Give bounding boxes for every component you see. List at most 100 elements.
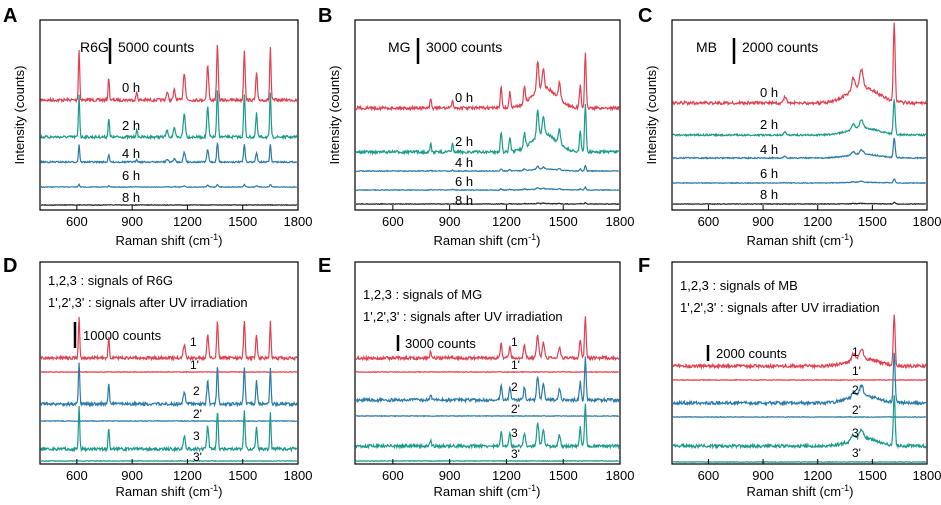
panel-c: C Intensity (counts) MB 2000 counts 0 h … — [638, 5, 941, 248]
panel-d-label-1p: 1' — [190, 358, 199, 372]
panel-b-label-0h: 0 h — [455, 90, 473, 105]
series-line-e-3p — [355, 459, 619, 463]
series-line-d-3 — [40, 405, 298, 453]
panel-d-label-2: 2 — [193, 384, 200, 398]
series-line-a-0h — [40, 44, 298, 104]
panel-a-frame — [39, 19, 299, 211]
x-tick-label: 900 — [752, 214, 774, 229]
series-line-e-1 — [355, 316, 620, 362]
series-line-d-3p — [40, 459, 298, 463]
panel-d-legend-1: 1,2,3 : signals of R6G — [48, 273, 173, 288]
panel-b-frame — [354, 19, 621, 211]
x-tick-label: 600 — [66, 214, 88, 229]
x-tick-label: 1500 — [228, 468, 257, 483]
panel-f: F 1,2,3 : signals of MB 1',2',3' : signa… — [638, 255, 941, 499]
x-tick-label: 1200 — [492, 214, 521, 229]
x-tick-label: 900 — [121, 214, 143, 229]
panel-b-dye-label: MG — [388, 39, 411, 55]
series-line-e-2 — [355, 356, 620, 404]
x-tick-label: 900 — [752, 468, 774, 483]
x-tick-label: 1500 — [549, 468, 578, 483]
panel-f-label-3p: 3' — [852, 446, 861, 460]
panel-e-label-3p: 3' — [511, 447, 520, 461]
panel-b-scale-label: 3000 counts — [426, 39, 502, 55]
panel-c-label-6h: 6 h — [760, 166, 778, 181]
panel-e-legend-2: 1',2',3' : signals after UV irradiation — [363, 309, 563, 324]
panel-f-xlabel: Raman shift (cm-1) — [747, 483, 854, 499]
series-line-c-2h — [672, 99, 927, 138]
x-tick-label: 600 — [66, 468, 88, 483]
panel-b-label-6h: 6 h — [455, 174, 473, 189]
x-tick-label: 1200 — [173, 468, 202, 483]
x-tick-label: 600 — [698, 214, 720, 229]
x-tick-label: 1200 — [803, 214, 832, 229]
panel-f-scale-label: 2000 counts — [716, 346, 787, 361]
panel-d-letter: D — [3, 255, 17, 277]
panel-d-label-1: 1 — [190, 335, 197, 349]
panel-f-label-3: 3 — [852, 426, 859, 440]
x-tick-label: 1800 — [606, 468, 635, 483]
panel-c-xlabel: Raman shift (cm-1) — [747, 232, 854, 248]
panel-c-label-8h: 8 h — [760, 187, 778, 202]
panel-d-frame — [39, 261, 299, 465]
panel-f-legend-1: 1,2,3 : signals of MB — [680, 278, 798, 293]
x-tick-label: 1200 — [803, 468, 832, 483]
x-tick-label: 1500 — [549, 214, 578, 229]
panel-b-xlabel: Raman shift (cm-1) — [434, 232, 541, 248]
x-tick-label: 900 — [121, 468, 143, 483]
x-tick-label: 1800 — [606, 214, 635, 229]
panel-c-dye-label: MB — [696, 39, 717, 55]
series-line-d-2p — [40, 419, 298, 423]
series-line-b-4h — [355, 164, 619, 173]
panel-b-ylabel: Intensity (counts) — [327, 66, 342, 165]
series-line-d-2 — [40, 362, 298, 408]
panel-d: D 1,2,3 : signals of R6G 1',2',3' : sign… — [3, 255, 312, 499]
series-line-c-8h — [672, 201, 926, 206]
panel-a: A Intensity (counts) R6G 5000 counts 0 h… — [3, 5, 312, 248]
x-tick-label: 900 — [439, 214, 461, 229]
series-line-c-4h — [672, 137, 927, 160]
x-tick-label: 600 — [382, 214, 404, 229]
series-line-a-4h — [40, 141, 298, 165]
panel-d-label-2p: 2' — [193, 407, 202, 421]
panel-a-xlabel: Raman shift (cm-1) — [116, 232, 223, 248]
panel-c-label-2h: 2 h — [760, 117, 778, 132]
series-line-c-0h — [672, 22, 927, 107]
panel-e-label-1: 1 — [511, 335, 518, 349]
panel-e-scale-label: 3000 counts — [405, 336, 476, 351]
x-tick-label: 900 — [439, 468, 461, 483]
panel-a-letter: A — [3, 5, 17, 27]
x-tick-label: 1800 — [913, 468, 941, 483]
series-line-f-1 — [672, 314, 927, 370]
x-tick-label: 600 — [382, 468, 404, 483]
panel-f-label-2: 2 — [852, 383, 859, 397]
series-line-c-6h — [672, 178, 927, 185]
panel-f-label-1: 1 — [852, 345, 859, 359]
panel-b-letter: B — [318, 5, 332, 27]
panel-c-ylabel: Intensity (counts) — [644, 66, 659, 165]
series-line-a-8h — [40, 203, 298, 207]
panel-c-frame — [671, 19, 928, 211]
panel-e-label-2: 2 — [511, 380, 518, 394]
panel-a-scale-label: 5000 counts — [118, 39, 194, 55]
panel-b: B Intensity (counts) MG 3000 counts 0 h … — [318, 5, 634, 248]
x-tick-label: 1500 — [858, 214, 887, 229]
x-tick-label: 600 — [698, 468, 720, 483]
panel-f-legend-2: 1',2',3' : signals after UV irradiation — [680, 300, 880, 315]
series-line-f-1p — [672, 378, 927, 382]
panel-d-legend-2: 1',2',3' : signals after UV irradiation — [48, 295, 248, 310]
series-line-e-3 — [355, 403, 620, 450]
series-line-f-3 — [672, 395, 927, 450]
panel-a-label-6h: 6 h — [122, 168, 140, 183]
series-line-f-3p — [672, 460, 927, 464]
panel-a-label-4h: 4 h — [122, 146, 140, 161]
x-tick-label: 1500 — [858, 468, 887, 483]
panel-c-label-4h: 4 h — [760, 142, 778, 157]
series-line-b-6h — [355, 185, 620, 192]
panel-c-scale-label: 2000 counts — [742, 39, 818, 55]
panel-c-letter: C — [638, 5, 652, 27]
panel-f-letter: F — [638, 255, 650, 277]
panel-c-label-0h: 0 h — [760, 85, 778, 100]
x-tick-label: 1500 — [228, 214, 257, 229]
